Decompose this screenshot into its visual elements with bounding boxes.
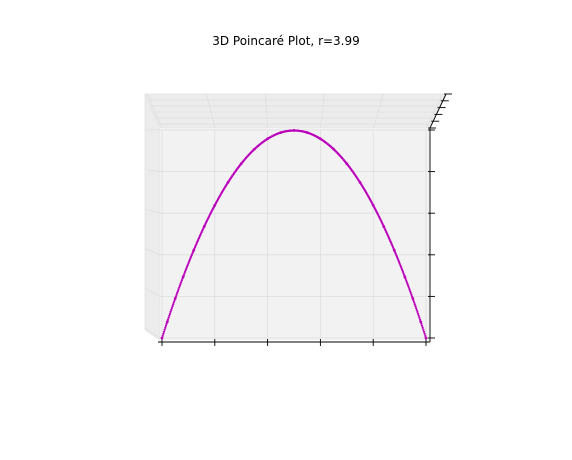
data-point xyxy=(178,284,181,287)
y-axis-line xyxy=(429,93,447,129)
data-point xyxy=(184,268,187,272)
data-point xyxy=(405,281,408,284)
data-point xyxy=(185,267,188,270)
data-point xyxy=(397,260,401,263)
data-point xyxy=(181,277,184,280)
data-point xyxy=(173,299,176,302)
axis-panes xyxy=(144,93,448,341)
data-point xyxy=(401,268,404,272)
grid-left-0 xyxy=(144,327,161,339)
data-point xyxy=(168,312,172,315)
data-point xyxy=(160,336,164,340)
data-point xyxy=(420,324,424,327)
data-point xyxy=(180,281,183,284)
data-point xyxy=(411,295,414,298)
data-point xyxy=(162,330,166,333)
data-point xyxy=(169,310,172,314)
data-point xyxy=(409,290,412,293)
data-point xyxy=(418,316,421,319)
data-point xyxy=(182,275,185,279)
data-point xyxy=(174,297,177,300)
data-point xyxy=(167,316,170,319)
top-pane xyxy=(144,93,448,129)
data-point xyxy=(185,265,189,268)
data-point xyxy=(410,293,413,296)
data-point xyxy=(420,322,423,325)
data-points xyxy=(160,129,428,340)
data-point xyxy=(409,291,412,295)
data-point xyxy=(184,270,187,273)
data-point xyxy=(403,274,406,277)
data-point xyxy=(172,301,175,304)
data-point xyxy=(424,336,428,340)
data-point xyxy=(183,272,186,275)
data-point xyxy=(170,306,173,310)
data-point xyxy=(176,291,179,295)
data-point xyxy=(408,288,411,291)
data-point xyxy=(414,305,417,308)
data-point xyxy=(413,303,416,306)
data-point xyxy=(406,282,409,286)
data-point xyxy=(182,274,185,277)
data-point xyxy=(417,314,420,317)
data-point xyxy=(407,286,410,289)
data-point xyxy=(423,332,426,335)
data-point xyxy=(163,328,166,331)
data-point xyxy=(418,318,422,321)
data-point xyxy=(165,322,168,325)
data-point xyxy=(402,272,405,275)
data-point xyxy=(403,275,406,279)
data-point xyxy=(421,326,424,329)
data-point xyxy=(399,265,403,268)
data-point xyxy=(422,328,425,331)
data-point xyxy=(411,297,414,300)
data-point xyxy=(168,314,171,317)
data-point xyxy=(170,308,173,312)
data-point xyxy=(413,301,416,304)
data-point xyxy=(187,262,190,265)
grid-left-4 xyxy=(144,169,161,172)
data-point xyxy=(401,270,404,273)
left-pane xyxy=(144,93,161,341)
data-point xyxy=(399,263,402,267)
data-point xyxy=(415,308,418,312)
data-point xyxy=(161,334,164,338)
data-point xyxy=(398,262,401,265)
data-point xyxy=(166,318,170,321)
data-point xyxy=(405,279,408,282)
data-point xyxy=(412,299,415,302)
data-point xyxy=(404,277,407,280)
data-point xyxy=(174,295,177,298)
data-point xyxy=(419,320,422,323)
axis-ticks xyxy=(161,93,452,346)
data-point xyxy=(162,332,165,335)
data-point xyxy=(176,290,179,293)
data-point xyxy=(178,286,181,289)
data-point xyxy=(166,320,169,323)
data-point xyxy=(416,310,419,314)
data-point xyxy=(175,293,178,296)
data-point xyxy=(179,282,182,286)
axis-lines xyxy=(158,93,447,343)
chart-title: 3D Poincaré Plot, r=3.99 xyxy=(212,34,360,48)
data-point xyxy=(415,306,418,310)
grid-left-2 xyxy=(144,248,161,256)
data-point xyxy=(172,303,175,306)
data-point xyxy=(171,305,174,308)
data-point xyxy=(407,284,410,287)
data-point xyxy=(416,312,420,315)
data-point xyxy=(422,330,426,333)
data-point xyxy=(180,279,183,282)
data-point xyxy=(424,334,427,338)
grid-lines xyxy=(144,93,444,340)
data-point xyxy=(177,288,180,291)
front-pane xyxy=(160,128,430,340)
data-point xyxy=(186,263,189,267)
grid-left-3 xyxy=(144,208,161,214)
data-point xyxy=(164,326,167,329)
grid-left-1 xyxy=(144,288,161,297)
data-point xyxy=(164,324,168,327)
data-point xyxy=(400,267,403,270)
